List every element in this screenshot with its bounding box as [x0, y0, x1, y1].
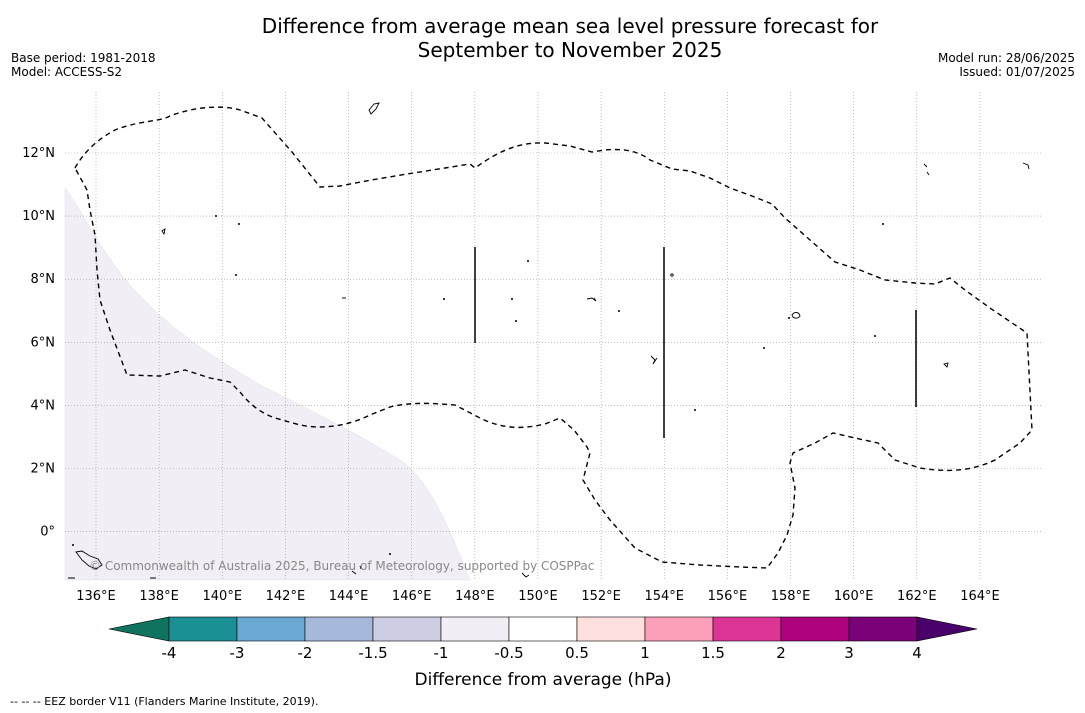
lon-tick-label: 152°E — [581, 589, 621, 604]
colorbar-over-arrow — [916, 616, 978, 642]
model-name: Model: ACCESS-S2 — [11, 65, 123, 79]
shaded-pressure-region — [64, 187, 471, 581]
colorbar-tick-label: 1.5 — [701, 644, 725, 662]
lon-tick-label: 138°E — [139, 589, 179, 604]
colorbar-cell — [780, 616, 850, 642]
colorbar-tick-label: -1.5 — [358, 644, 387, 662]
copyright-text: © Commonwealth of Australia 2025, Bureau… — [89, 559, 594, 573]
colorbar-tick-label: 1 — [640, 644, 650, 662]
colorbar-tick-label: -0.5 — [494, 644, 523, 662]
islands — [68, 102, 1030, 579]
lat-tick-label: 4°N — [31, 398, 56, 413]
lat-tick-label: 12°N — [22, 146, 55, 161]
lon-tick-label: 158°E — [771, 589, 811, 604]
lon-tick-label: 144°E — [329, 589, 369, 604]
colorbar-tick-label: -3 — [230, 644, 245, 662]
lon-tick-label: 156°E — [708, 589, 748, 604]
gridlines — [65, 92, 1042, 580]
colorbar-cell — [372, 616, 442, 642]
colorbar-cell — [712, 616, 782, 642]
colorbar-cell — [644, 616, 714, 642]
title-line-1: Difference from average mean sea level p… — [261, 14, 879, 38]
colorbar-cell — [576, 616, 646, 642]
colorbar: -4 -3 -2 -1.5 -1 -0.5 0.5 1 1.5 2 3 4 Difference fr… — [108, 616, 978, 690]
lon-axis-labels: 136°E 138°E 140°E 142°E 144°E 146°E 148°E 150°E… — [76, 589, 999, 604]
lat-tick-label: 8°N — [31, 272, 56, 287]
meta-left: Base period: 1981-2018 Model: ACCESS-S2 — [11, 51, 156, 79]
lon-tick-label: 142°E — [266, 589, 306, 604]
lat-tick-label: 10°N — [22, 209, 55, 224]
colorbar-tick-label: -2 — [298, 644, 313, 662]
meta-right: Model run: 28/06/2025 Issued: 01/07/2025 — [938, 51, 1075, 79]
colorbar-labels: -4 -3 -2 -1.5 -1 -0.5 0.5 1 1.5 2 3 4 — [162, 644, 922, 662]
issued-date: Issued: 01/07/2025 — [959, 65, 1075, 79]
title-line-2: September to November 2025 — [417, 38, 723, 62]
colorbar-cell — [168, 616, 238, 642]
colorbar-tick-label: -4 — [162, 644, 177, 662]
lon-tick-label: 150°E — [518, 589, 558, 604]
colorbar-tick-label: 2 — [776, 644, 786, 662]
colorbar-tick-label: 0.5 — [565, 644, 589, 662]
colorbar-under-arrow — [108, 616, 170, 642]
model-run: Model run: 28/06/2025 — [937, 51, 1075, 65]
lon-tick-label: 164°E — [960, 589, 1000, 604]
lon-tick-label: 162°E — [897, 589, 937, 604]
lat-tick-label: 2°N — [31, 462, 56, 477]
colorbar-cell — [304, 616, 374, 642]
lat-tick-label: 6°N — [31, 335, 56, 350]
lon-tick-label: 136°E — [76, 589, 116, 604]
colorbar-title: Difference from average (hPa) — [415, 670, 672, 690]
colorbar-cell — [440, 616, 510, 642]
map-title: Difference from average mean sea level p… — [0, 14, 1085, 62]
colorbar-cells — [168, 616, 918, 642]
eez-footnote: -- -- -- EEZ border V11 (Flanders Marine… — [10, 695, 319, 708]
eez-border — [74, 106, 1033, 569]
lon-tick-label: 140°E — [203, 589, 243, 604]
base-period: Base period: 1981-2018 — [11, 51, 156, 65]
colorbar-tick-label: -1 — [434, 644, 449, 662]
lon-tick-label: 154°E — [644, 589, 684, 604]
colorbar-tick-label: 3 — [844, 644, 854, 662]
colorbar-cell — [848, 616, 918, 642]
colorbar-cell — [236, 616, 306, 642]
lon-tick-label: 146°E — [392, 589, 432, 604]
colorbar-tick-label: 4 — [912, 644, 922, 662]
lat-tick-label: 0° — [40, 525, 55, 540]
lon-tick-label: 160°E — [834, 589, 874, 604]
lat-axis-labels: 12°N 10°N 8°N 6°N 4°N 2°N 0° — [22, 146, 55, 540]
colorbar-cell — [508, 616, 578, 642]
lon-tick-label: 148°E — [455, 589, 495, 604]
